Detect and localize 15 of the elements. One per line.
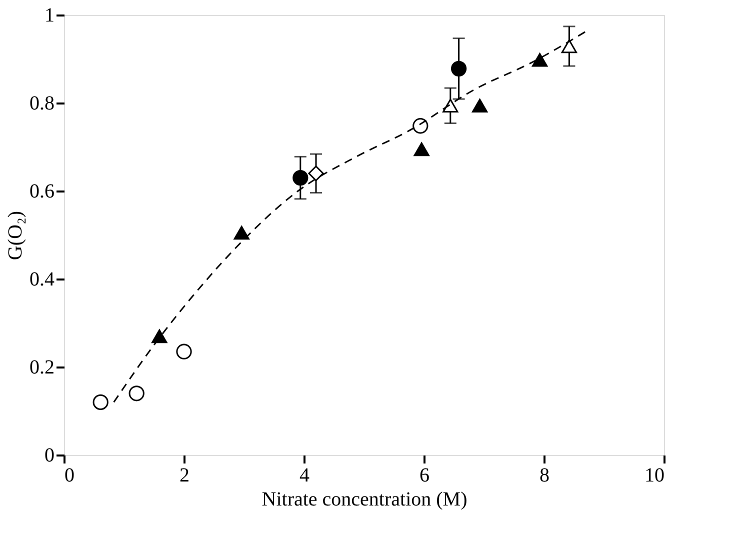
x-axis-title: Nitrate concentration (M): [262, 488, 468, 510]
x-tick-label: 10: [644, 464, 664, 486]
y-tick-label: 0.4: [30, 268, 54, 290]
y-tick-label: 0.2: [30, 356, 54, 378]
line-series: [113, 30, 586, 403]
x-tick-label: 0: [64, 464, 74, 486]
y-tick-label: 0.8: [30, 92, 54, 114]
y-tick-label: 0.6: [30, 180, 54, 202]
y-axis-title: G(O₂): [4, 210, 26, 260]
y-tick-label: 0: [44, 444, 54, 466]
y-tick-label: 1: [44, 4, 54, 26]
x-tick-label: 2: [180, 464, 190, 486]
x-tick-label: 8: [540, 464, 550, 486]
x-tick-label: 4: [300, 464, 310, 486]
x-tick-label: 6: [420, 464, 430, 486]
